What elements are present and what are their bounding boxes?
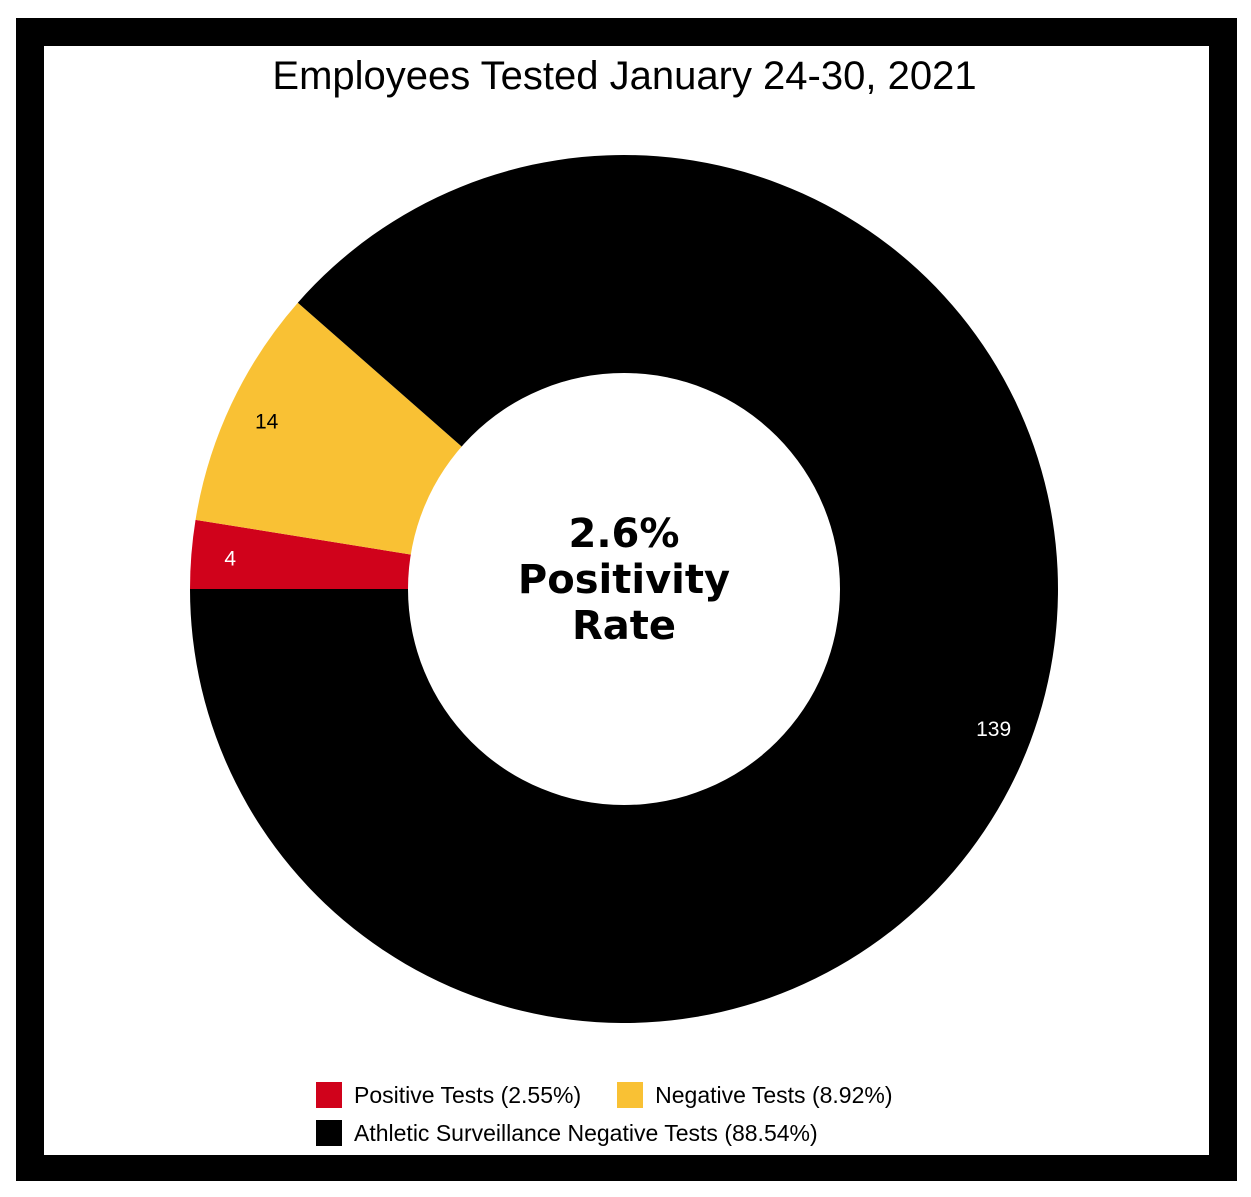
- data-label: 14: [255, 411, 279, 434]
- center-label-line: Positivity: [518, 557, 730, 603]
- legend-swatch: [617, 1082, 644, 1108]
- donut-hole: [408, 373, 840, 805]
- legend-item-athletic: Athletic Surveillance Negative Tests (88…: [316, 1120, 818, 1147]
- legend-label: Positive Tests (2.55%): [354, 1081, 582, 1108]
- legend-item-negative: Negative Tests (8.92%): [617, 1082, 892, 1109]
- data-label: 4: [224, 547, 236, 570]
- legend-item-positive: Positive Tests (2.55%): [316, 1082, 581, 1109]
- chart-title: Employees Tested January 24-30, 2021: [272, 54, 977, 98]
- legend-swatch: [316, 1120, 342, 1146]
- legend-label: Negative Tests (8.92%): [655, 1081, 893, 1108]
- data-label: 139: [976, 718, 1011, 741]
- center-label-line: 2.6%: [569, 511, 680, 557]
- chart-legend: Positive Tests (2.55%) Negative Tests (8…: [316, 1076, 928, 1152]
- legend-swatch: [316, 1082, 342, 1108]
- center-label-line: Rate: [572, 603, 676, 649]
- legend-label: Athletic Surveillance Negative Tests (88…: [354, 1119, 818, 1146]
